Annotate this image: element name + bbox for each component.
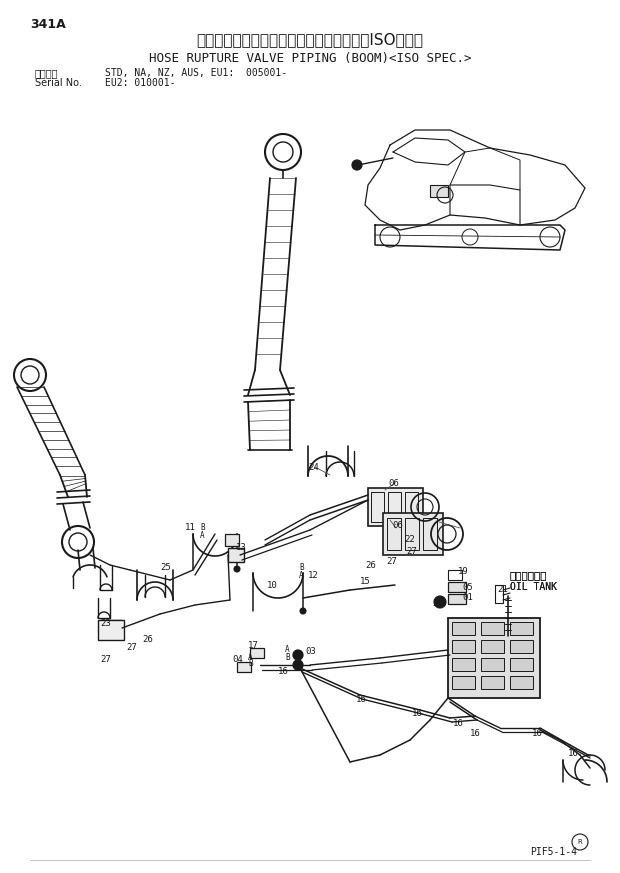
Bar [387, 518, 401, 550]
Bar [481, 676, 504, 689]
Text: 適用号機: 適用号機 [35, 68, 58, 78]
Text: 06: 06 [392, 521, 403, 531]
Bar [448, 594, 466, 604]
Text: B: B [285, 652, 290, 662]
Bar [98, 620, 124, 640]
Text: 27: 27 [406, 546, 417, 555]
Bar [388, 492, 401, 522]
Text: 15: 15 [360, 578, 371, 587]
Bar [430, 185, 448, 197]
Text: 16: 16 [278, 668, 289, 677]
Bar [495, 585, 503, 603]
Circle shape [293, 650, 303, 660]
Bar [237, 662, 251, 672]
Text: OIL TANK: OIL TANK [510, 582, 557, 592]
Text: 10: 10 [267, 581, 278, 590]
Bar [510, 676, 533, 689]
Text: 16: 16 [356, 695, 367, 704]
Text: 11: 11 [185, 523, 196, 532]
Text: B: B [248, 659, 252, 669]
Bar [112, 624, 119, 629]
Bar [510, 640, 533, 653]
Bar [368, 488, 423, 526]
Text: 12: 12 [308, 572, 319, 581]
Bar [423, 518, 437, 550]
Text: 16: 16 [568, 748, 578, 758]
Text: 04: 04 [232, 656, 243, 664]
Text: 01: 01 [462, 594, 472, 602]
Text: 20: 20 [432, 599, 443, 608]
Bar [371, 492, 384, 522]
Bar [228, 548, 244, 562]
Text: オイルタンク: オイルタンク [510, 570, 547, 580]
Text: 16: 16 [453, 718, 464, 727]
Text: オイルタンク: オイルタンク [510, 570, 547, 580]
Text: 26: 26 [365, 561, 376, 570]
Text: 16: 16 [412, 709, 423, 718]
Circle shape [300, 608, 306, 614]
Text: PIF5-1-4: PIF5-1-4 [530, 847, 577, 857]
Text: 27: 27 [126, 643, 137, 652]
Bar [481, 658, 504, 671]
Bar [104, 624, 111, 629]
Bar [452, 658, 475, 671]
Bar [225, 534, 239, 546]
Bar [481, 622, 504, 635]
Text: 05: 05 [462, 583, 472, 593]
Text: 27: 27 [386, 556, 397, 566]
Text: 25: 25 [160, 563, 171, 573]
Bar [383, 513, 443, 555]
Text: A: A [248, 652, 252, 662]
Text: STD, NA, NZ, AUS, EU1:  005001-: STD, NA, NZ, AUS, EU1: 005001- [105, 68, 287, 78]
Text: A: A [200, 531, 205, 540]
Bar [250, 648, 264, 658]
Bar [452, 676, 475, 689]
Bar [405, 492, 418, 522]
Bar [448, 618, 540, 698]
Bar [481, 640, 504, 653]
Bar [448, 582, 466, 592]
Text: 13: 13 [236, 544, 247, 553]
Text: 26: 26 [142, 636, 153, 644]
Text: HOSE RUPTURE VALVE PIPING (BOOM)<ISO SPEC.>: HOSE RUPTURE VALVE PIPING (BOOM)<ISO SPE… [149, 52, 471, 65]
Circle shape [293, 660, 303, 670]
Text: 19: 19 [458, 567, 469, 576]
Circle shape [434, 596, 446, 608]
Text: 17: 17 [248, 642, 259, 650]
Text: EU2: 010001-: EU2: 010001- [105, 78, 175, 88]
Text: 24: 24 [308, 463, 319, 471]
Text: OIL TANK: OIL TANK [510, 582, 557, 592]
Bar [510, 622, 533, 635]
Circle shape [234, 566, 240, 572]
Text: A: A [285, 645, 290, 655]
Text: 341A: 341A [30, 18, 66, 31]
Bar [405, 518, 419, 550]
Text: 21: 21 [497, 586, 508, 595]
Bar [452, 622, 475, 635]
Bar [100, 620, 122, 638]
Bar [510, 658, 533, 671]
Text: Serial No.: Serial No. [35, 78, 82, 88]
Bar [448, 570, 462, 580]
Text: 16: 16 [532, 730, 542, 739]
Bar [452, 640, 475, 653]
Text: 22: 22 [404, 535, 415, 545]
Text: A: A [299, 570, 304, 580]
Text: 03: 03 [305, 648, 316, 656]
Circle shape [352, 160, 362, 170]
Text: 16: 16 [470, 730, 480, 739]
Text: 06: 06 [388, 478, 399, 487]
Text: R: R [578, 839, 582, 845]
Text: 23: 23 [100, 620, 111, 629]
Text: B: B [200, 524, 205, 533]
Text: B: B [299, 563, 304, 573]
Text: ホースラプチャーバルブ配管（ブーム）《ISO仕様》: ホースラプチャーバルブ配管（ブーム）《ISO仕様》 [197, 32, 423, 47]
Text: 27: 27 [100, 655, 111, 663]
